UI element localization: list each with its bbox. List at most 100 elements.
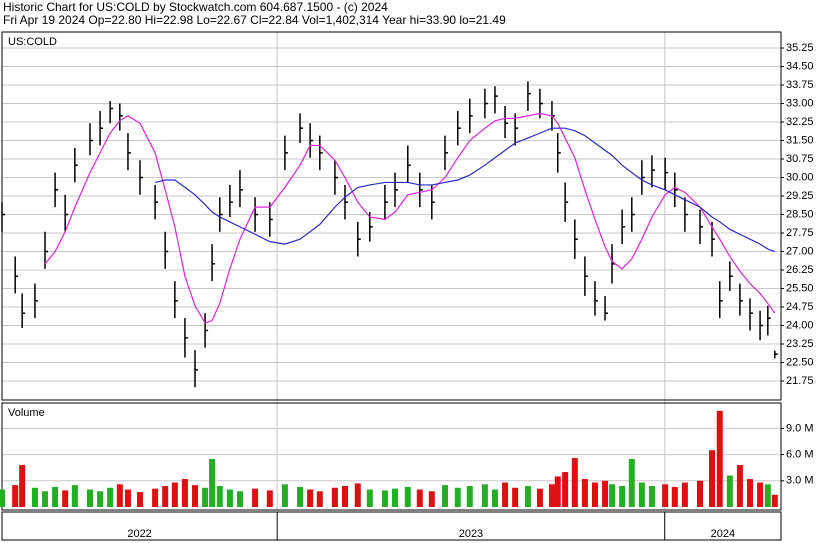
volume-bar (136, 492, 143, 507)
y-tick-label: 33.75 (786, 79, 814, 91)
volume-bar (726, 475, 733, 507)
volume-bar (416, 489, 423, 507)
volume-bar (12, 485, 19, 507)
volume-bar (52, 486, 59, 507)
symbol-label: US:COLD (8, 36, 57, 48)
y-tick-label: 34.50 (786, 60, 814, 72)
volume-bar (581, 479, 588, 507)
y-tick-label: 24.00 (786, 319, 814, 331)
date-strip (1, 511, 782, 541)
volume-bar (512, 487, 519, 507)
y-tick-label: 30.75 (786, 153, 814, 165)
volume-bar (307, 489, 314, 507)
volume-bar (162, 486, 169, 507)
volume-bar (366, 489, 373, 507)
chart-subtitle: Fri Apr 19 2024 Op=22.80 Hi=22.98 Lo=22.… (3, 13, 506, 27)
volume-bar (297, 486, 304, 507)
volume-bar (648, 486, 655, 507)
y-tick-label: 31.50 (786, 134, 814, 146)
volume-bar (42, 491, 49, 507)
volume-bar (391, 488, 398, 507)
volume-bar (71, 485, 78, 507)
volume-label: Volume (8, 407, 45, 419)
volume-bar (441, 485, 448, 507)
grid-layer (2, 32, 781, 510)
volume-bar (226, 489, 233, 507)
y-tick-label: 21.75 (786, 375, 814, 387)
volume-bar (671, 486, 678, 507)
volume-bar (602, 480, 609, 507)
y-tick-label: 33.00 (786, 97, 814, 109)
y-tick-label: 27.75 (786, 227, 814, 239)
y-tick-label: 27.00 (786, 245, 814, 257)
volume-bar (757, 482, 764, 507)
volume-bar (736, 465, 743, 507)
volume-bar (502, 482, 509, 507)
y-tick-label: 30.00 (786, 171, 814, 183)
volume-bar (0, 489, 5, 507)
volume-bar (628, 458, 635, 507)
volume-bar (491, 489, 498, 507)
volume-bar (571, 458, 578, 507)
volume-bar (86, 489, 93, 507)
volume-bar (524, 486, 531, 507)
volume-bar (19, 465, 26, 507)
y-tick-label: 3.0 M (786, 475, 814, 487)
volume-bar (116, 484, 123, 507)
volume-bar (548, 484, 555, 507)
volume-bar (192, 485, 199, 507)
volume-bar (536, 488, 543, 507)
volume-bar (31, 487, 38, 507)
y-tick-label: 29.25 (786, 190, 814, 202)
volume-bar (152, 488, 159, 507)
volume-bar (619, 486, 626, 507)
y-tick-label: 6.0 M (786, 448, 814, 460)
volume-bar (746, 479, 753, 507)
volume-bar (381, 490, 388, 507)
volume-bar (266, 490, 273, 507)
volume-bar (171, 482, 178, 507)
moving-average-line (44, 112, 776, 324)
volume-bar (696, 480, 703, 507)
x-tick-label: 2023 (459, 528, 483, 540)
volume-bar (404, 486, 411, 507)
volume-bar (454, 487, 461, 507)
volume-bar (331, 487, 338, 507)
x-tick-label: 2024 (711, 528, 735, 540)
volume-bar (771, 494, 778, 507)
volume-bar (609, 484, 616, 507)
y-tick-label: 23.25 (786, 338, 814, 350)
volume-bar (216, 486, 223, 507)
volume-bar (97, 491, 104, 507)
volume-bar (209, 458, 216, 507)
volume-bar (562, 472, 569, 507)
volume-bar (316, 491, 323, 507)
volume-bar (638, 482, 645, 507)
volume-bar (662, 484, 669, 507)
moving-average-line (154, 127, 775, 253)
volume-bar (62, 490, 69, 507)
volume-bar (354, 483, 361, 507)
volume-bar (252, 488, 259, 507)
y-tick-label: 35.25 (786, 42, 814, 54)
y-tick-label: 32.25 (786, 116, 814, 128)
volume-bar (716, 410, 723, 507)
y-tick-label: 28.50 (786, 208, 814, 220)
volume-bar (181, 479, 188, 507)
y-tick-label: 26.25 (786, 264, 814, 276)
volume-bar (107, 487, 114, 507)
volume-bar (554, 476, 561, 507)
volume-bar (681, 482, 688, 507)
volume-bar (124, 489, 131, 507)
volume-bar (764, 484, 771, 507)
volume-bar (709, 450, 716, 507)
volume-panel (1, 402, 782, 511)
volume-bar (481, 484, 488, 507)
x-tick-label: 2022 (127, 528, 151, 540)
volume-bar (466, 486, 473, 507)
y-tick-label: 22.50 (786, 356, 814, 368)
volume-bar (202, 487, 209, 507)
volume-bar (281, 484, 288, 507)
